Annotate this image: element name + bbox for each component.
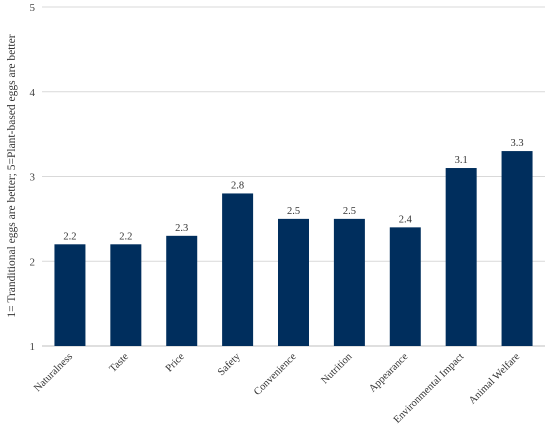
- bar: [333, 218, 365, 346]
- bar: [222, 193, 254, 346]
- y-tick-label: 4: [30, 87, 36, 99]
- y-tick-label: 3: [30, 172, 36, 184]
- data-label: 3.3: [510, 138, 523, 149]
- x-category-label: Price: [164, 351, 187, 374]
- bar: [389, 227, 421, 346]
- data-label: 2.5: [343, 206, 356, 217]
- bar: [445, 168, 477, 346]
- data-label: 2.4: [399, 214, 413, 225]
- y-tick-label: 1: [30, 341, 36, 353]
- x-category-label: Appearance: [367, 351, 410, 394]
- y-axis-title: 1= Tranditional eggs are better; 5=Plant…: [6, 34, 18, 317]
- x-category-label: Convenience: [252, 351, 299, 398]
- data-label: 2.2: [119, 231, 132, 242]
- x-category-label: Taste: [108, 351, 132, 375]
- x-axis-categories: Naturalness Taste Price Safety Convenience Nu…: [32, 351, 522, 426]
- y-axis-ticks: 1 2 3 4 5: [30, 2, 36, 353]
- data-label: 2.3: [175, 223, 188, 234]
- data-label: 2.8: [231, 180, 244, 191]
- x-category-label: Nutrition: [320, 351, 356, 387]
- bar: [501, 151, 533, 346]
- y-tick-label: 2: [30, 256, 36, 268]
- x-category-label: Animal Welfare: [467, 351, 522, 406]
- x-category-label: Safety: [216, 351, 243, 378]
- x-category-label: Naturalness: [32, 351, 75, 394]
- bar: [54, 244, 86, 346]
- bar: [110, 244, 142, 346]
- bars: [54, 151, 533, 346]
- data-label: 2.2: [63, 231, 76, 242]
- data-label: 3.1: [455, 155, 468, 166]
- bar: [278, 218, 309, 346]
- bar: [166, 235, 198, 346]
- data-labels: 2.2 2.2 2.3 2.8 2.5 2.5 2.4 3.1 3.3: [63, 138, 523, 242]
- data-label: 2.5: [287, 206, 300, 217]
- y-tick-label: 5: [30, 2, 36, 14]
